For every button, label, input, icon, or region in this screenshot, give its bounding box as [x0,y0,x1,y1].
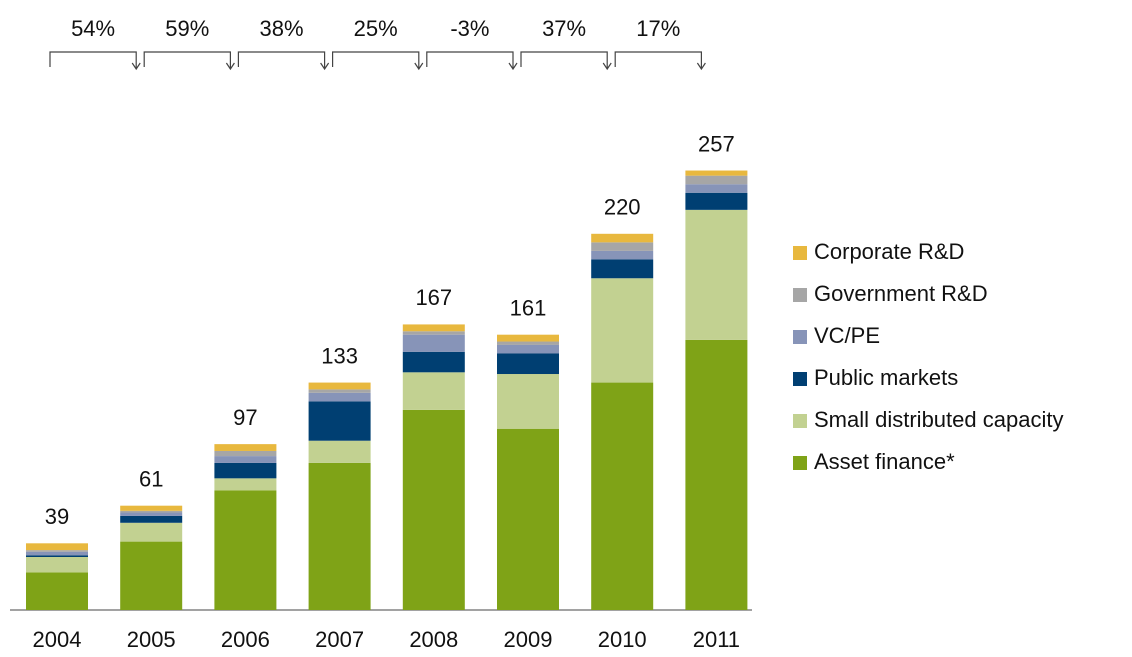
growth-label: 54% [71,16,115,41]
growth-bracket [49,51,141,71]
bar-segment [26,550,88,552]
bar-segment [26,556,88,573]
bar-segment [120,522,183,542]
bar-segment [685,175,748,185]
x-tick-label: 2010 [598,627,647,652]
growth-label: 38% [259,16,303,41]
bar-segment [685,184,748,193]
bar-segment [214,478,277,491]
bar-segment [120,541,183,610]
bar-segment [214,456,277,463]
bar-segment [214,444,277,451]
x-tick-label: 2011 [693,627,740,652]
total-label: 257 [698,131,735,156]
bar-segment [308,462,371,610]
x-tick-label: 2005 [127,627,176,652]
bar-segment [591,233,654,243]
growth-label: 17% [636,16,680,41]
total-label: 61 [139,467,163,492]
bar-segment [497,344,559,354]
legend-swatch [793,246,807,260]
bar-segment [26,543,88,551]
bar-segment [497,334,559,342]
bar-segment [685,209,748,340]
bar-segment [402,409,465,610]
bar-segment [402,351,465,373]
total-label: 220 [604,195,641,220]
bar-segment [214,462,277,479]
bar-segment [26,572,88,610]
bar-segment [308,382,371,390]
bar-segment [308,392,371,402]
bar-segment [497,353,559,375]
bar-segment [591,278,654,383]
bar-segment [402,372,465,410]
bar-segment [591,242,654,251]
bar-segment [120,515,183,523]
growth-label: 25% [354,16,398,41]
bar-segment [591,259,654,279]
legend-swatch [793,372,807,386]
bar-segment [591,250,654,260]
growth-bracket [332,51,424,71]
growth-bracket [143,51,235,71]
bar-segment [120,505,183,511]
bar-segment [497,428,559,610]
x-tick-label: 2009 [504,627,553,652]
x-tick-label: 2004 [33,627,82,652]
bar-segment [120,510,183,513]
bar-segment [402,324,465,332]
total-label: 161 [510,296,547,321]
bar-segment [308,440,371,463]
bar-segment [308,401,371,441]
bar-segment [214,490,277,610]
growth-label: 59% [165,16,209,41]
bar-segment [685,192,748,210]
legend-label: Asset finance* [814,449,955,474]
x-tick-label: 2007 [315,627,364,652]
legend-swatch [793,414,807,428]
bar-segment [402,331,465,335]
growth-label: -3% [450,16,489,41]
legend-label: Corporate R&D [814,239,964,264]
bar-segment [402,334,465,352]
total-label: 97 [233,405,257,430]
legend-swatch [793,456,807,470]
bar-segment [26,551,88,556]
bar-segment [308,389,371,393]
bar-segment [120,512,183,516]
bar-segment [214,450,277,457]
growth-bracket [614,51,706,71]
bar-segment [497,341,559,345]
growth-bracket [237,51,330,71]
total-label: 39 [45,504,69,529]
legend-swatch [793,330,807,344]
bar-segment [591,382,654,610]
bar-segment [26,555,88,557]
total-label: 133 [321,343,358,368]
legend-label: VC/PE [814,323,880,348]
legend-swatch [793,288,807,302]
growth-bracket [426,51,518,71]
bar-segment [685,339,748,610]
x-tick-label: 2006 [221,627,270,652]
bar-segment [497,374,559,429]
total-label: 167 [415,285,452,310]
legend-label: Government R&D [814,281,988,306]
legend-label: Public markets [814,365,958,390]
growth-bracket [520,51,612,71]
growth-label: 37% [542,16,586,41]
legend-label: Small distributed capacity [814,407,1063,432]
x-tick-label: 2008 [409,627,458,652]
bar-segment [685,170,748,176]
